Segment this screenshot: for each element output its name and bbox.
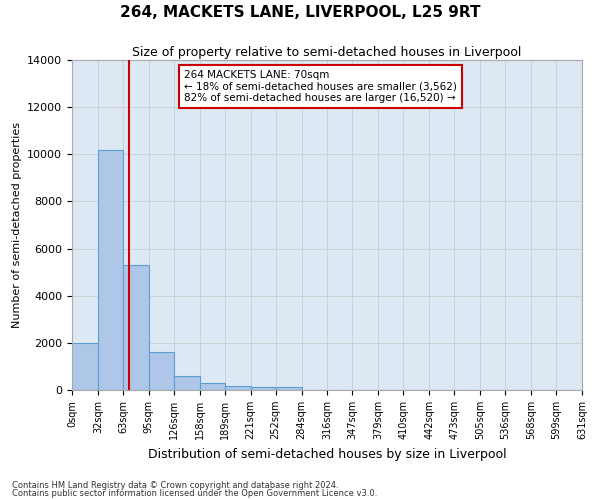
Text: Contains HM Land Registry data © Crown copyright and database right 2024.: Contains HM Land Registry data © Crown c… <box>12 480 338 490</box>
Y-axis label: Number of semi-detached properties: Number of semi-detached properties <box>11 122 22 328</box>
Bar <box>149 352 174 390</box>
Bar <box>98 150 123 390</box>
X-axis label: Distribution of semi-detached houses by size in Liverpool: Distribution of semi-detached houses by … <box>148 448 506 460</box>
Text: Contains public sector information licensed under the Open Government Licence v3: Contains public sector information licen… <box>12 489 377 498</box>
Bar <box>275 387 302 390</box>
Bar <box>72 343 98 390</box>
Bar <box>123 265 149 390</box>
Bar <box>225 386 251 390</box>
Bar <box>174 376 200 390</box>
Text: 264 MACKETS LANE: 70sqm
← 18% of semi-detached houses are smaller (3,562)
82% of: 264 MACKETS LANE: 70sqm ← 18% of semi-de… <box>184 70 457 103</box>
Text: 264, MACKETS LANE, LIVERPOOL, L25 9RT: 264, MACKETS LANE, LIVERPOOL, L25 9RT <box>120 5 480 20</box>
Bar <box>251 387 275 390</box>
Title: Size of property relative to semi-detached houses in Liverpool: Size of property relative to semi-detach… <box>133 46 521 59</box>
Bar <box>200 384 225 390</box>
